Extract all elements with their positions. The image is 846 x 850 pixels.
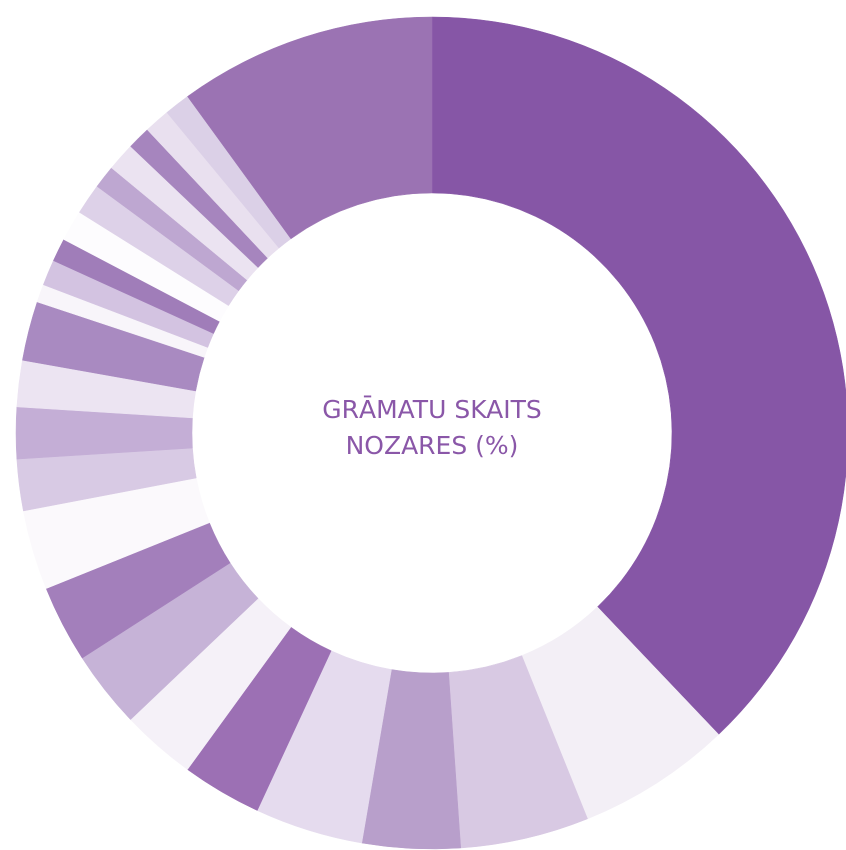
donut-segment <box>187 16 433 240</box>
chart-title: GRĀMATU SKAITS NOZARES (%) <box>322 395 542 460</box>
donut-segment <box>431 16 846 735</box>
